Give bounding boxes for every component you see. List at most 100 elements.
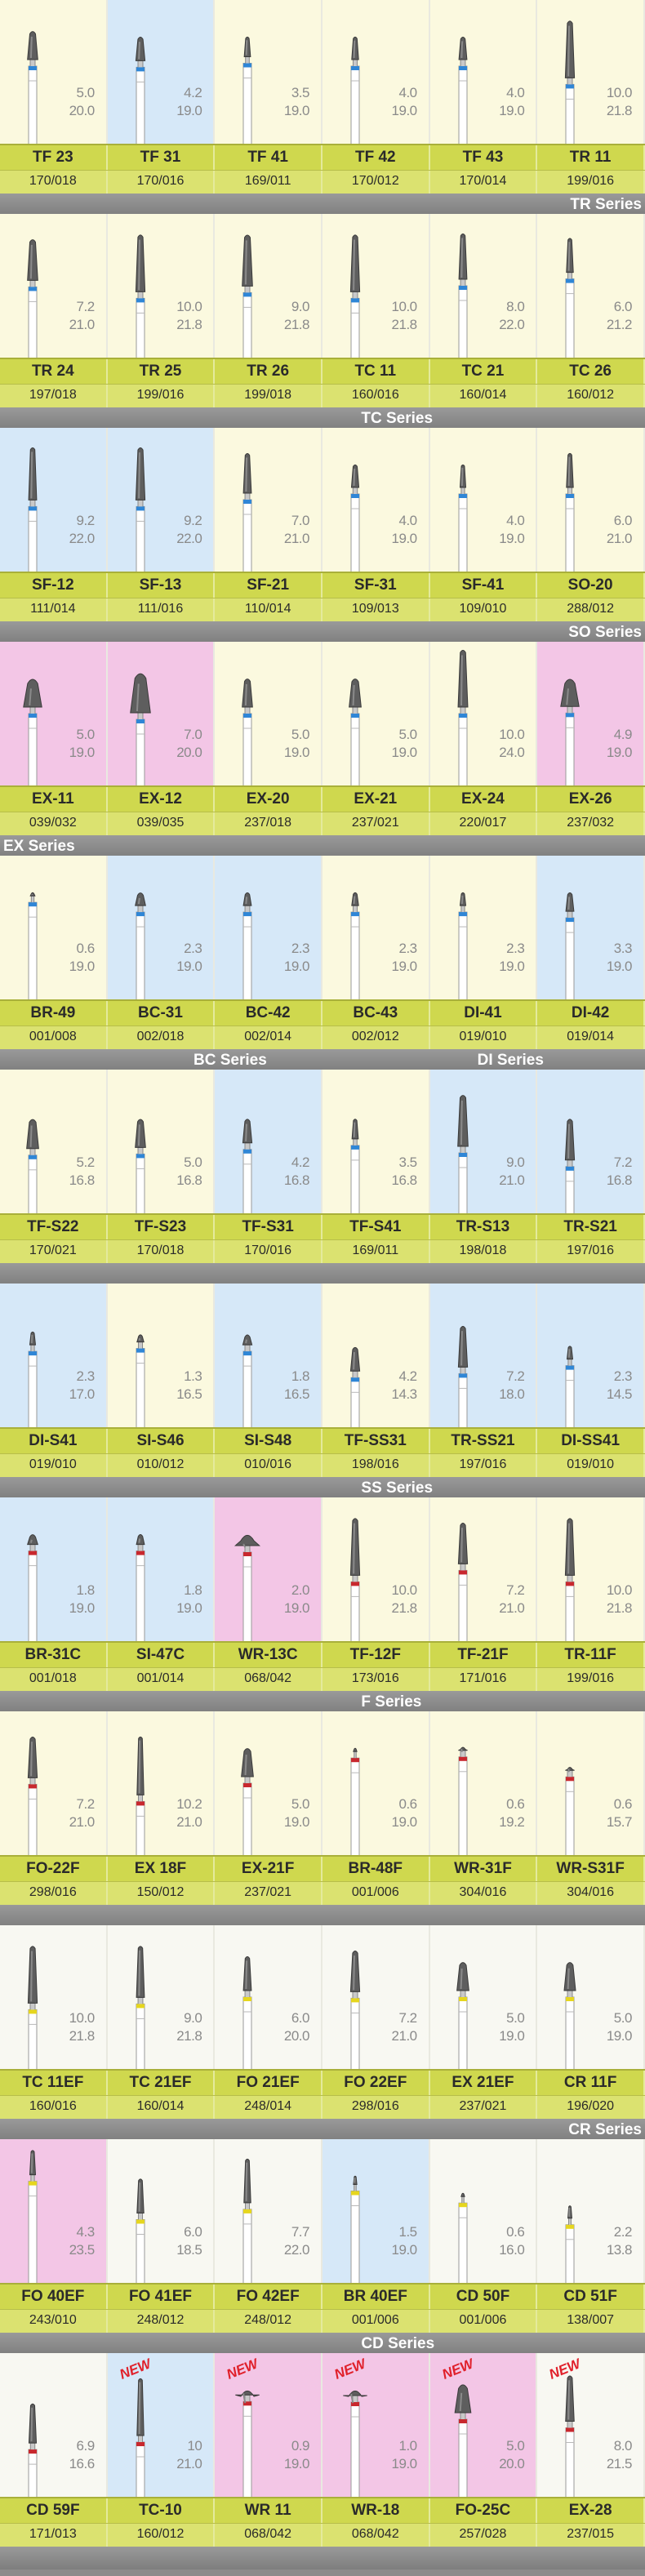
head-shine [137, 452, 140, 499]
bur-head [134, 892, 146, 906]
total-length: 16.0 [499, 2242, 525, 2258]
head-length: 9.0 [506, 1155, 525, 1170]
product-name: EX-21 [322, 787, 430, 812]
product-name: SF-12 [0, 573, 108, 598]
product-code: 243/010 [0, 2310, 108, 2333]
product-cell: 0.6 15.7 [537, 1711, 645, 1855]
product-code: 068/042 [215, 2524, 322, 2547]
head-shine [567, 2380, 571, 2420]
bur-shank [565, 278, 575, 358]
head-length: 7.2 [76, 1796, 96, 1812]
total-length: 21.0 [499, 1600, 525, 1616]
bur-shank [565, 712, 575, 785]
color-ring [136, 506, 145, 511]
product-row: 1.8 19.0 1.8 19.0 2.0 19.0 10.0 21.8 7.2 21.0 10.0… [0, 1497, 645, 1714]
product-name: TR-S21 [537, 1215, 645, 1239]
color-ring [243, 2209, 252, 2213]
product-code: 019/010 [537, 1454, 645, 1477]
bur-shank [242, 713, 252, 785]
bur-head [26, 1119, 39, 1150]
product-cell: 5.0 20.0 NEW [429, 2353, 538, 2497]
total-length: 21.8 [69, 2028, 96, 2044]
product-code: 001/006 [322, 1882, 430, 1905]
product-name: BC-31 [108, 1001, 216, 1026]
product-cell: 6.0 18.5 [107, 2139, 216, 2283]
head-length: 4.3 [76, 2224, 96, 2240]
product-name: EX-21F [215, 1857, 322, 1881]
series-label: SS Series [361, 1479, 434, 1497]
total-length: 20.0 [69, 103, 96, 118]
color-ring [350, 2191, 359, 2196]
bur-shank [136, 505, 145, 572]
total-length: 19.0 [283, 745, 310, 760]
bur-shank [565, 1365, 575, 1427]
product-name: WR-18 [322, 2498, 430, 2523]
product-row: 6.9 16.6 10 21.0 NEW 0.9 19.0 NEW 1.0 19.0 NEW 5.0 2… [0, 2353, 645, 2569]
bur-shank [136, 297, 145, 358]
product-name: TF 42 [322, 145, 430, 170]
bur-head [27, 239, 38, 281]
product-code: 068/042 [215, 1668, 322, 1691]
total-length: 19.0 [391, 2242, 418, 2258]
product-cell: 10.0 24.0 [429, 642, 538, 785]
bur-drawing [457, 1523, 468, 1641]
product-code: 298/016 [0, 1882, 108, 1905]
product-name: SF-31 [322, 573, 430, 598]
product-code: 199/018 [215, 385, 322, 407]
head-shine [29, 244, 33, 279]
head-shine [137, 897, 140, 905]
bur-shank [458, 911, 468, 999]
total-length: 22.0 [283, 2242, 310, 2258]
product-code: 198/018 [430, 1240, 538, 1263]
bur-drawing [456, 1095, 469, 1213]
head-shine [137, 239, 140, 291]
name-band: TF-S22 TF-S23 TF-S31 TF-S41 TR-S13 TR-S21 [0, 1213, 645, 1239]
product-code: 170/016 [108, 171, 216, 194]
product-code: 170/021 [0, 1240, 108, 1263]
code-band: 170/021 170/018 170/016 169/011 198/018 197/0… [0, 1239, 645, 1263]
color-ring [350, 66, 359, 70]
color-ring [29, 2449, 37, 2454]
bur-shank [458, 1996, 468, 2069]
color-ring [136, 2442, 145, 2446]
head-shine [30, 1334, 33, 1344]
bur-drawing [350, 464, 360, 572]
color-ring [566, 713, 575, 718]
head-shine [353, 1122, 356, 1137]
bur-shank [458, 493, 468, 572]
product-cells: 10.0 21.8 9.0 21.8 6.0 20.0 7.2 21.0 5.0 19.0 5.0 1… [0, 1925, 645, 2069]
head-length: 7.2 [613, 1155, 633, 1170]
bur-shank [565, 917, 575, 999]
head-shine [353, 896, 356, 905]
product-code: 170/016 [215, 1240, 322, 1263]
head-length: 2.3 [506, 941, 525, 956]
color-ring [136, 298, 145, 303]
bur-drawing [565, 1346, 575, 1427]
bur-head [241, 1748, 255, 1777]
bur-head [242, 1334, 253, 1346]
product-cells: 7.2 21.0 10.2 21.0 5.0 19.0 0.6 19.0 0.6 19.2 0.6 1… [0, 1711, 645, 1855]
total-length: 21.0 [391, 2028, 418, 2044]
color-ring [243, 1351, 252, 1356]
product-code: 304/016 [430, 1882, 538, 1905]
total-length: 19.0 [391, 745, 418, 760]
color-ring [350, 1758, 359, 1763]
bur-drawing [135, 447, 145, 572]
color-ring [136, 719, 145, 723]
head-length: 1.8 [184, 1582, 202, 1598]
head-length: 3.5 [398, 1155, 417, 1170]
product-code: 170/014 [430, 171, 538, 194]
head-length: 5.0 [506, 2010, 525, 2026]
head-length: 4.0 [398, 85, 417, 100]
head-shine [350, 2393, 354, 2404]
product-code: 171/016 [430, 1668, 538, 1691]
bur-drawing [565, 20, 576, 144]
head-shine [567, 242, 571, 271]
product-cell: 10.2 21.0 [107, 1711, 216, 1855]
product-code: 160/012 [108, 2524, 216, 2547]
bur-head [350, 464, 360, 488]
product-cell: 6.9 16.6 [0, 2353, 108, 2497]
total-length: 19.0 [283, 2456, 310, 2471]
product-cell: 4.2 14.3 [322, 1284, 430, 1427]
product-code: 150/012 [108, 1882, 216, 1905]
